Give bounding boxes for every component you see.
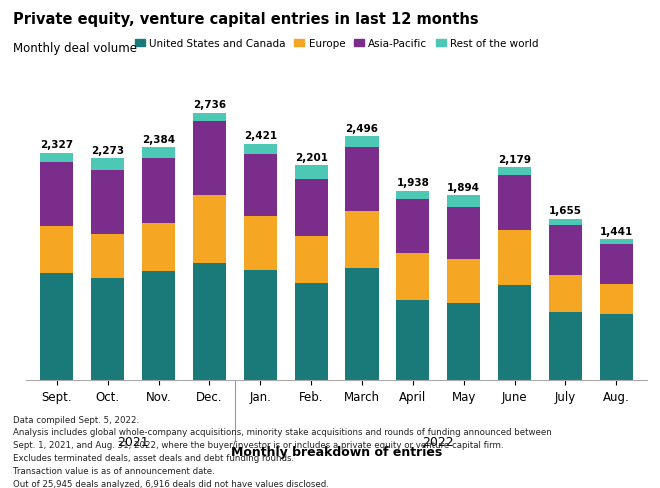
Bar [397, 254, 430, 301]
Bar [91, 171, 124, 234]
Text: 1,441: 1,441 [600, 226, 633, 237]
Bar [447, 196, 480, 208]
Bar [345, 147, 379, 212]
Bar [294, 283, 328, 381]
Bar [447, 304, 480, 381]
Bar [193, 122, 226, 195]
Bar [40, 273, 73, 381]
Bar [549, 225, 582, 275]
Text: 1,655: 1,655 [549, 206, 582, 216]
Text: 2,496: 2,496 [346, 123, 379, 134]
Text: 2021: 2021 [117, 435, 149, 448]
X-axis label: Monthly breakdown of entries: Monthly breakdown of entries [231, 445, 442, 458]
Bar [498, 230, 531, 285]
Text: Monthly deal volume: Monthly deal volume [13, 41, 137, 55]
Bar [244, 270, 277, 381]
Text: Private equity, venture capital entries in last 12 months: Private equity, venture capital entries … [13, 12, 478, 27]
Text: 2,179: 2,179 [498, 155, 531, 164]
Bar [397, 301, 430, 381]
Text: 2,201: 2,201 [294, 152, 327, 163]
Bar [345, 137, 379, 147]
Bar [549, 275, 582, 312]
Bar [600, 245, 633, 284]
Bar [447, 208, 480, 260]
Text: 1,938: 1,938 [397, 178, 429, 188]
Bar [397, 200, 430, 254]
Bar [91, 278, 124, 381]
Bar [142, 224, 175, 271]
Bar [294, 166, 328, 180]
Bar [142, 159, 175, 224]
Bar [40, 163, 73, 226]
Bar [498, 285, 531, 381]
Text: 2,273: 2,273 [91, 145, 124, 155]
Bar [294, 236, 328, 283]
Bar [498, 168, 531, 176]
Legend: United States and Canada, Europe, Asia-Pacific, Rest of the world: United States and Canada, Europe, Asia-P… [131, 35, 543, 53]
Text: Data compiled Sept. 5, 2022.
Analysis includes global whole-company acquisitions: Data compiled Sept. 5, 2022. Analysis in… [13, 415, 552, 488]
Bar [193, 264, 226, 381]
Bar [91, 159, 124, 171]
Text: 2,421: 2,421 [244, 131, 277, 141]
Bar [40, 154, 73, 163]
Bar [142, 271, 175, 381]
Bar [294, 180, 328, 236]
Bar [91, 234, 124, 278]
Text: 2022: 2022 [422, 435, 454, 448]
Bar [600, 240, 633, 245]
Bar [600, 284, 633, 314]
Text: 2,384: 2,384 [142, 135, 175, 144]
Bar [244, 217, 277, 270]
Text: 1,894: 1,894 [447, 183, 480, 192]
Bar [142, 148, 175, 159]
Bar [244, 154, 277, 217]
Bar [193, 195, 226, 264]
Bar [600, 314, 633, 381]
Bar [345, 268, 379, 381]
Text: 2,736: 2,736 [193, 100, 226, 110]
Bar [244, 144, 277, 154]
Bar [549, 312, 582, 381]
Bar [40, 226, 73, 273]
Bar [549, 219, 582, 225]
Bar [498, 176, 531, 230]
Text: 2,327: 2,327 [40, 140, 73, 150]
Bar [397, 191, 430, 200]
Bar [447, 260, 480, 304]
Bar [345, 212, 379, 268]
Bar [193, 114, 226, 122]
